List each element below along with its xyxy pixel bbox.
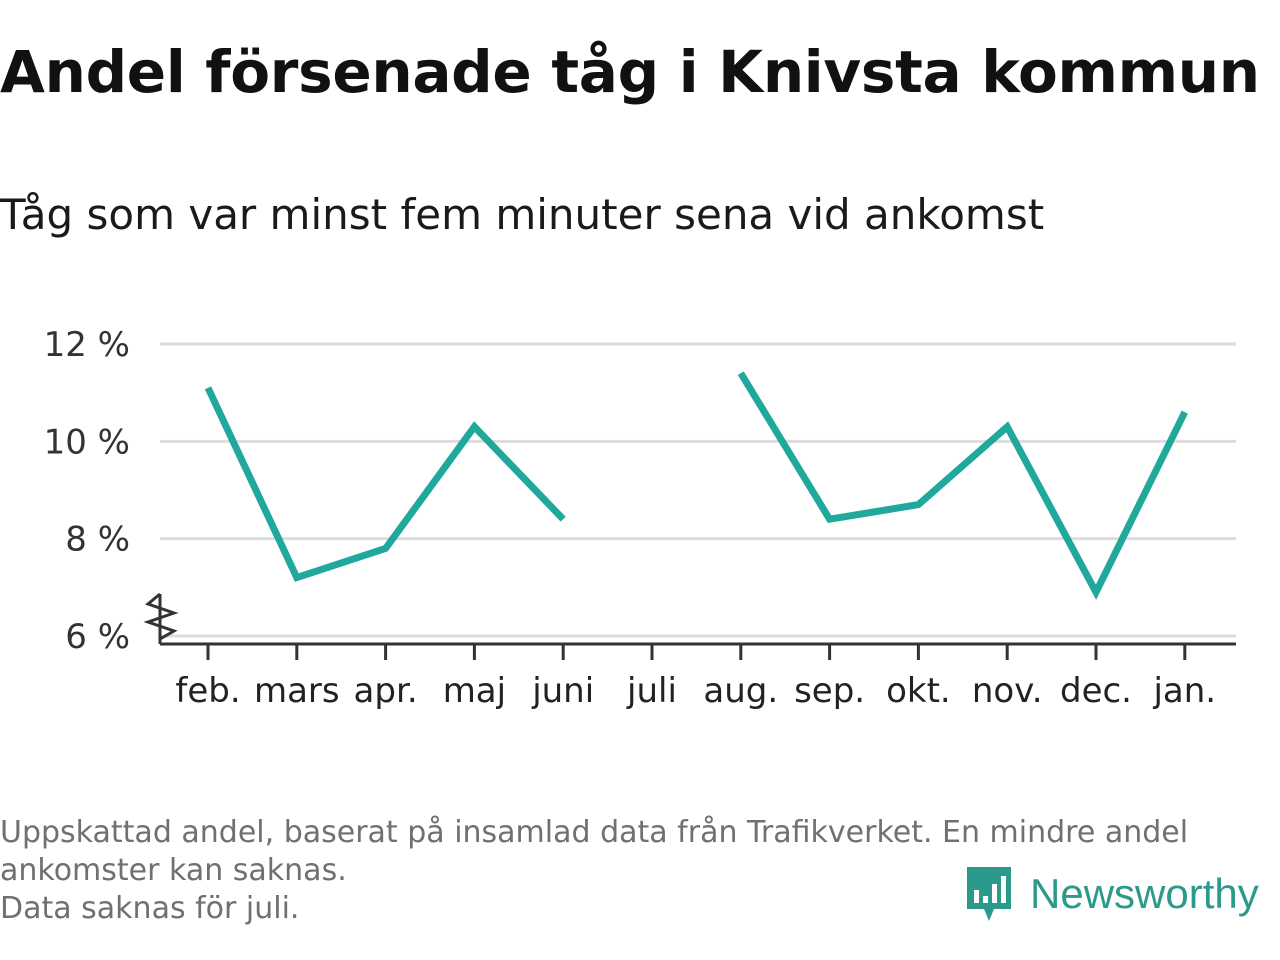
y-tick-label: 6 % <box>65 617 130 657</box>
x-tick-label: dec. <box>1060 671 1132 711</box>
x-tick-labels: feb. mars apr. maj juni juli aug. sep. okt. nov. d… <box>175 671 1216 711</box>
x-tick-label: mars <box>254 671 340 711</box>
x-tick-label: aug. <box>703 671 778 711</box>
y-tick-label: 8 % <box>65 520 130 560</box>
chart-title: Andel försenade tåg i Knivsta kommun <box>0 38 1260 106</box>
x-tick-label: jan. <box>1152 671 1216 711</box>
x-tick-label: feb. <box>175 671 240 711</box>
x-axis <box>143 592 1236 660</box>
y-tick-label: 12 % <box>44 325 130 365</box>
footnote-line-1: Uppskattad andel, baserat på insamlad da… <box>0 815 1189 850</box>
line-chart: 6 % 8 % 10 % 12 % feb. mars apr. maj juni juli au… <box>44 325 1236 711</box>
x-tick-label: juli <box>626 671 677 711</box>
series-line <box>737 371 1188 600</box>
x-tick-label: sep. <box>794 671 865 711</box>
series-line <box>204 386 566 582</box>
newsworthy-logo-icon <box>967 867 1011 921</box>
x-tick-label: nov. <box>972 671 1043 711</box>
axis-break-symbol <box>143 592 179 641</box>
footnote-line-3: Data saknas för juli. <box>0 891 300 926</box>
y-tick-label: 10 % <box>44 422 130 462</box>
footnote: Uppskattad andel, baserat på insamlad da… <box>0 814 1270 928</box>
brand-logo: Newsworthy <box>964 862 1259 926</box>
y-tick-labels: 6 % 8 % 10 % 12 % <box>44 325 130 657</box>
footnote-line-2: ankomster kan saknas. <box>0 853 347 888</box>
x-tick-label: okt. <box>886 671 951 711</box>
x-tick-label: apr. <box>354 671 418 711</box>
series-lines <box>204 371 1188 600</box>
x-tick-label: juni <box>531 671 594 711</box>
grid-lines <box>160 342 1236 638</box>
x-tick-label: maj <box>443 671 506 711</box>
brand-name: Newsworthy <box>1030 870 1259 917</box>
chart-subtitle: Tåg som var minst fem minuter sena vid a… <box>0 190 1045 239</box>
